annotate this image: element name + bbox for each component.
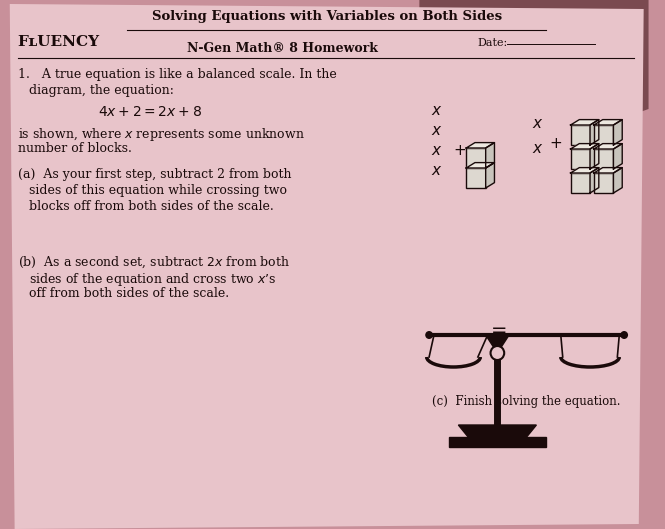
Polygon shape	[594, 143, 622, 149]
Text: blocks off from both sides of the scale.: blocks off from both sides of the scale.	[29, 200, 274, 213]
Circle shape	[620, 331, 628, 339]
Text: $x$: $x$	[431, 104, 443, 118]
Polygon shape	[594, 120, 622, 125]
Polygon shape	[613, 120, 622, 145]
Polygon shape	[420, 0, 648, 149]
Text: $x$: $x$	[531, 117, 543, 131]
Text: $+$: $+$	[549, 137, 562, 151]
Circle shape	[491, 346, 504, 360]
Text: (a)  As your first step, subtract 2 from both: (a) As your first step, subtract 2 from …	[17, 168, 291, 181]
Text: $x$: $x$	[431, 144, 443, 158]
Text: $=$: $=$	[487, 320, 507, 338]
Text: $x$: $x$	[431, 124, 443, 138]
Polygon shape	[613, 143, 622, 169]
Bar	[594, 173, 613, 193]
Polygon shape	[466, 162, 495, 168]
Polygon shape	[571, 120, 598, 125]
Text: $x$: $x$	[431, 164, 443, 178]
Circle shape	[425, 331, 433, 339]
Polygon shape	[458, 425, 537, 437]
Text: 1.   A true equation is like a balanced scale. In the: 1. A true equation is like a balanced sc…	[17, 68, 336, 81]
Bar	[571, 173, 590, 193]
Polygon shape	[590, 168, 598, 193]
Polygon shape	[10, 4, 644, 529]
Polygon shape	[466, 143, 495, 148]
Bar	[466, 168, 485, 188]
Text: $x$: $x$	[531, 142, 543, 156]
Text: off from both sides of the scale.: off from both sides of the scale.	[29, 287, 229, 300]
Text: $+$: $+$	[452, 144, 466, 158]
Polygon shape	[485, 335, 509, 353]
Bar	[571, 125, 590, 145]
Text: sides of this equation while crossing two: sides of this equation while crossing tw…	[29, 184, 287, 197]
Polygon shape	[485, 162, 495, 188]
Text: diagram, the equation:: diagram, the equation:	[29, 84, 174, 97]
Polygon shape	[571, 168, 598, 173]
Polygon shape	[485, 143, 495, 168]
Text: is shown, where $x$ represents some unknown: is shown, where $x$ represents some unkn…	[17, 126, 305, 143]
Text: $4x + 2 = 2x + 8$: $4x + 2 = 2x + 8$	[98, 105, 201, 119]
Text: number of blocks.: number of blocks.	[17, 142, 132, 155]
Polygon shape	[449, 437, 546, 447]
Text: (b)  As a second set, subtract $2x$ from both: (b) As a second set, subtract $2x$ from …	[17, 255, 290, 270]
Polygon shape	[590, 143, 598, 169]
Text: sides of the equation and cross two $x$’s: sides of the equation and cross two $x$’…	[29, 271, 277, 288]
Polygon shape	[613, 168, 622, 193]
Bar	[594, 149, 613, 169]
Bar	[594, 125, 613, 145]
Bar	[466, 148, 485, 168]
Polygon shape	[594, 168, 622, 173]
Text: FʟUENCY: FʟUENCY	[17, 35, 100, 49]
Text: (c)  Finish solving the equation.: (c) Finish solving the equation.	[432, 395, 620, 408]
Polygon shape	[590, 120, 598, 145]
Polygon shape	[571, 143, 598, 149]
Text: N-Gen Math® 8 Homework: N-Gen Math® 8 Homework	[188, 42, 378, 55]
Text: Date:: Date:	[478, 38, 508, 48]
Text: Solving Equations with Variables on Both Sides: Solving Equations with Variables on Both…	[152, 10, 502, 23]
Bar	[571, 149, 590, 169]
